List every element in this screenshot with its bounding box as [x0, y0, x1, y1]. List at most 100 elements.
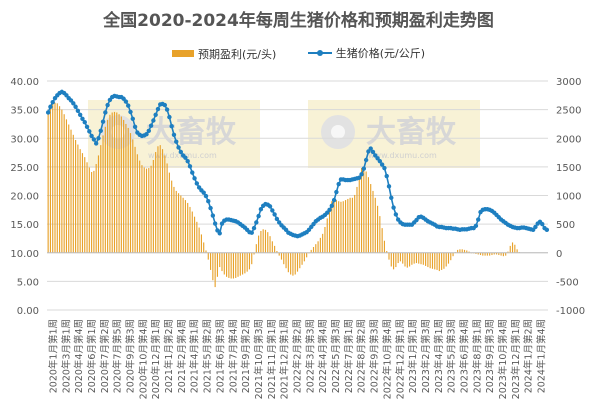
price-point — [192, 176, 197, 181]
price-point — [194, 181, 200, 186]
price-point — [334, 189, 339, 195]
x-tick-label: 2020年10月第4周 — [137, 319, 149, 399]
profit-bar — [500, 252, 502, 256]
price-point — [155, 106, 161, 112]
x-tick-label: 2022年9月第3周 — [369, 319, 381, 393]
profit-bar — [299, 252, 301, 269]
left-tick-label: 35.00 — [10, 106, 39, 117]
profit-bar — [97, 155, 100, 253]
profit-bar — [228, 252, 230, 278]
x-tick-label: 2023年4月第1周 — [433, 319, 445, 393]
profit-bar — [56, 103, 58, 253]
price-point — [171, 132, 177, 138]
profit-bar — [81, 153, 84, 253]
profit-bar — [230, 252, 232, 279]
price-point — [151, 118, 156, 123]
legend-item-price: 生猪价格(元/公斤) — [307, 45, 426, 61]
profit-bar — [161, 149, 164, 253]
left-tick-label: 10.00 — [10, 249, 39, 260]
x-tick-label: 2023年1月第1周 — [407, 319, 419, 393]
price-point — [267, 204, 273, 209]
price-point — [100, 119, 106, 124]
profit-bar — [402, 252, 404, 264]
profit-bar — [107, 119, 109, 253]
profit-bar — [411, 252, 413, 265]
profit-bar — [367, 177, 369, 253]
legend-label-price: 生猪价格(元/公斤) — [335, 47, 426, 60]
x-tick-label: 2021年11月第1周 — [266, 319, 278, 399]
price-point — [71, 101, 76, 106]
profit-bar — [344, 200, 347, 253]
right-tick-label: -500 — [556, 277, 579, 288]
profit-bar — [271, 241, 273, 253]
price-point — [75, 108, 81, 113]
profit-bar — [214, 252, 216, 288]
x-tick-label: 2021年6月第3周 — [214, 319, 226, 393]
profit-bar — [484, 252, 486, 256]
price-point — [384, 173, 389, 179]
profit-bar — [482, 252, 484, 256]
profit-bar — [360, 168, 363, 253]
profit-bar — [509, 245, 511, 253]
profit-bar — [306, 252, 308, 258]
price-point — [132, 124, 138, 129]
profit-bar — [246, 252, 248, 272]
x-tick-label: 2021年2月第4周 — [176, 319, 188, 393]
watermark-logo-inner — [111, 125, 125, 139]
profit-bar — [301, 252, 303, 265]
price-point — [91, 137, 97, 142]
price-point — [363, 157, 369, 163]
profit-bar — [498, 252, 500, 256]
profit-bar — [409, 252, 411, 267]
profit-bar — [372, 190, 374, 253]
x-tick-label: 2020年7月第2周 — [99, 319, 111, 393]
price-point — [153, 112, 158, 117]
profit-bar — [264, 229, 267, 253]
profit-bar — [425, 252, 427, 266]
profit-bar — [418, 252, 420, 264]
profit-bar — [61, 109, 63, 253]
profit-bar — [459, 249, 461, 253]
profit-bar — [239, 252, 241, 276]
price-point — [103, 110, 108, 115]
profit-bar — [134, 146, 136, 253]
price-point — [208, 205, 213, 211]
profit-bar — [109, 114, 111, 253]
profit-bar — [278, 252, 280, 256]
profit-bar — [255, 244, 257, 253]
x-tick-label: 2020年6月第1周 — [86, 319, 98, 393]
profit-bar — [269, 236, 271, 253]
profit-bar — [232, 252, 235, 279]
price-point — [331, 197, 337, 203]
legend-label-profit: 预期盈利(元/头) — [197, 47, 277, 61]
profit-bar — [145, 168, 148, 253]
profit-bar — [200, 234, 202, 253]
legend-swatch-profit — [171, 50, 194, 57]
price-point — [93, 141, 99, 146]
profit-bar — [479, 252, 482, 256]
profit-bar — [70, 129, 72, 253]
watermark-text: 大畜牧 — [366, 115, 457, 150]
profit-bar — [175, 190, 177, 253]
profit-bar — [63, 114, 65, 253]
x-tick-label: 2022年5月第3周 — [330, 319, 342, 393]
x-tick-label: 2023年10月第4周 — [497, 319, 509, 399]
price-point — [370, 149, 376, 155]
profit-bar — [139, 160, 141, 253]
profit-bar — [468, 251, 470, 253]
profit-bar — [141, 165, 143, 253]
profit-bar — [221, 252, 223, 272]
price-point — [212, 221, 218, 226]
profit-bar — [164, 155, 166, 253]
profit-bar — [395, 252, 397, 268]
price-point — [540, 221, 545, 227]
price-point — [203, 193, 209, 199]
profit-bar — [207, 252, 209, 260]
profit-bar — [386, 251, 388, 253]
profit-bar — [331, 201, 333, 253]
profit-bar — [477, 252, 479, 255]
price-point — [391, 205, 396, 210]
profit-bar — [177, 193, 180, 253]
price-point — [126, 103, 131, 108]
